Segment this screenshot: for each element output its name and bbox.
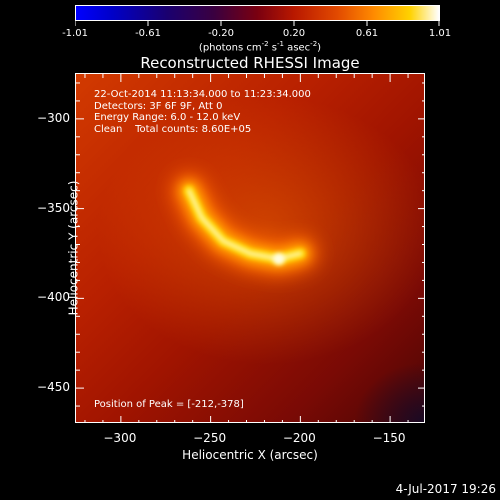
info-line-clean: Clean Total counts: 8.60E+05 <box>94 123 252 135</box>
info-line-detectors: Detectors: 3F 6F 9F, Att 0 <box>94 100 223 112</box>
y-tick-label: −400 <box>37 290 70 305</box>
colorbar-tick-label: 1.01 <box>428 28 452 39</box>
image-frame: 22-Oct-2014 11:13:34.000 to 11:23:34.000… <box>75 73 425 423</box>
x-tick-label: −300 <box>103 431 137 445</box>
y-tick-label: −350 <box>37 200 70 215</box>
colorbar-tick-label: 0.61 <box>355 28 379 39</box>
peak-position-label: Position of Peak = [-212,-378] <box>94 399 244 410</box>
axis-ticks <box>76 74 424 422</box>
x-tick-label: −150 <box>372 431 406 445</box>
colorbar <box>75 5 440 21</box>
colorbar-unit: (photons cm-2 s-1 asec-2) <box>198 40 322 54</box>
peak-marker <box>272 252 285 265</box>
y-axis-label: Heliocentric Y (arcsec) <box>66 180 81 316</box>
colorbar-ticks <box>75 21 440 26</box>
chart-title: Reconstructed RHESSI Image <box>140 54 360 72</box>
colorbar-tick-label: -0.61 <box>135 28 161 39</box>
colorbar-tick-label: -1.01 <box>62 28 88 39</box>
colorbar-tick-label: -0.20 <box>208 28 234 39</box>
info-line-time: 22-Oct-2014 11:13:34.000 to 11:23:34.000 <box>94 89 311 100</box>
dark-corner <box>354 362 424 422</box>
y-tick-label: −450 <box>37 380 70 395</box>
colorbar-tick-label: 0.20 <box>282 28 306 39</box>
x-axis-label: Heliocentric X (arcsec) <box>182 448 318 462</box>
x-tick-label: −200 <box>282 431 316 445</box>
footer-date: 4-Jul-2017 19:26 <box>395 482 496 496</box>
x-tick-label: −250 <box>193 431 227 445</box>
info-line-energy: Energy Range: 6.0 - 12.0 keV <box>94 112 241 123</box>
source-emission <box>172 173 318 276</box>
y-tick-label: −300 <box>37 110 70 125</box>
heatmap-plot <box>76 74 424 422</box>
